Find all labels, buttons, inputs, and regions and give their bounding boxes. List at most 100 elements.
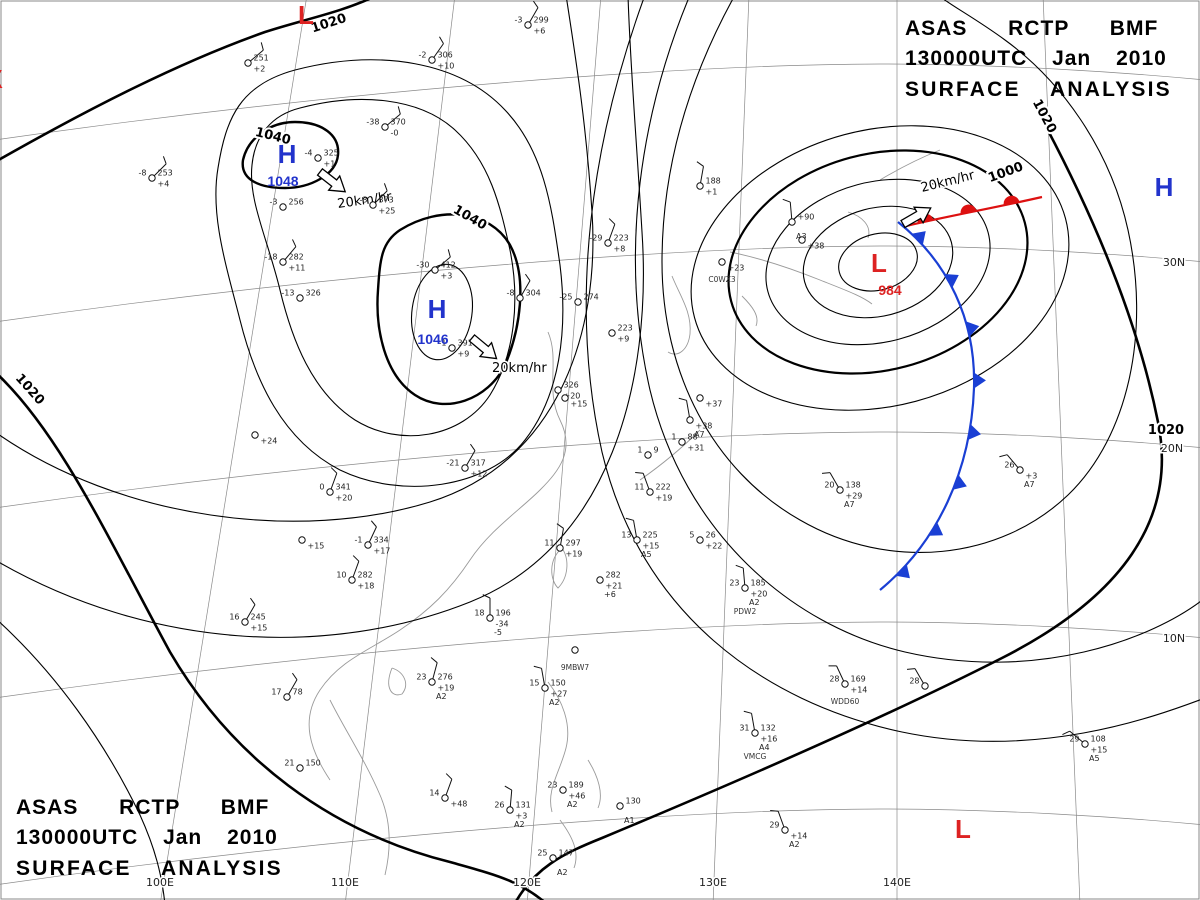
station-plot: -3 299 +6 [515, 0, 549, 36]
station-circle [644, 451, 652, 459]
station-temp: 25 [537, 849, 547, 858]
station-circle [646, 488, 654, 496]
isobar [765, 178, 991, 346]
station-tendency: +31 [688, 444, 705, 453]
station-extra: A2 [789, 840, 800, 849]
longitude-label: 110E [331, 876, 359, 889]
station-plot: -3 373 +25 [360, 183, 395, 216]
wind-barb-tick [352, 555, 360, 562]
station-temp: 31 [739, 724, 749, 733]
station-temp: 14 [429, 789, 439, 798]
coastline [388, 667, 406, 696]
station-circle [604, 239, 612, 247]
station-pressure: 132 [761, 724, 776, 733]
station-temp: 29 [769, 821, 779, 830]
cold-front-triangle [944, 273, 959, 288]
station-tendency: +15 [251, 624, 268, 633]
station-plot: -38 370 -0 [366, 106, 406, 138]
station-temp: -3 [360, 196, 368, 205]
station-pressure: 169 [851, 675, 866, 684]
station-plot: 26 +3A7 [999, 454, 1037, 489]
station-temp: 15 [529, 679, 539, 688]
title-type-line: SURFACE ANALYSIS [905, 77, 1172, 101]
station-temp: -13 [281, 289, 294, 298]
station-tendency: +38 [696, 422, 713, 431]
isobar [690, 125, 1070, 411]
wind-barb-tick [439, 36, 444, 44]
station-extra: A2 [549, 698, 560, 707]
title-datetime-line: 130000UTC Jan 2010 [16, 826, 278, 850]
wind-barb-tick [430, 657, 438, 664]
station-temp: 23 [547, 781, 557, 790]
high-center-symbol: H [1155, 172, 1174, 202]
station-tendency: +6 [534, 27, 546, 36]
station-pressure: 130 [626, 797, 641, 806]
low-center-symbol: L [871, 248, 887, 278]
station-plot: 28 [906, 668, 929, 690]
station-tendency: +2 [254, 65, 266, 74]
station-tendency: +15 [571, 400, 588, 409]
coastline [639, 429, 701, 481]
station-circle [686, 416, 694, 424]
station-temp: -4 [305, 149, 313, 158]
station-temp: -1 [355, 536, 363, 545]
station-plot: -18 282 +11 [264, 239, 306, 273]
station-tendency: +20 [751, 590, 768, 599]
station-pressure: 274 [584, 293, 599, 302]
station-id: VMCG [744, 752, 767, 761]
latitude-line [0, 621, 1200, 698]
station-tendency: +14 [791, 832, 808, 841]
station-pressure: 334 [374, 536, 389, 545]
station-tendency: +23 [728, 264, 745, 273]
station-circle [148, 174, 156, 182]
station-tendency: +21 [606, 582, 623, 591]
station-pressure: 108 [1091, 735, 1106, 744]
isobar [411, 263, 473, 361]
wind-barb-tick [447, 249, 451, 258]
station-pressure: 326 [306, 289, 321, 298]
station-tendency: +11 [289, 264, 306, 273]
low-center-symbol: L [955, 814, 971, 844]
wind-barb-tick [608, 218, 616, 225]
longitude-line [345, 0, 455, 900]
station-pressure: 196 [496, 609, 511, 618]
title-agency-line: ASAS RCTP BMF [16, 796, 270, 819]
station-plot: +24 [251, 431, 277, 446]
station-plot: 11 222 +19 [634, 472, 673, 503]
station-tendency: +16 [761, 735, 778, 744]
station-pressure: 185 [751, 579, 766, 588]
coastline [329, 699, 390, 876]
station-tendency: +1 [324, 160, 336, 169]
longitude-line [527, 0, 601, 900]
latitude-label: 30N [1163, 256, 1185, 269]
wind-barb-tick [999, 454, 1008, 458]
latitude-line [0, 431, 1200, 508]
station-extra: +6 [604, 590, 616, 599]
station-temp: -30 [416, 261, 429, 270]
station-circle [381, 123, 389, 131]
station-circle [921, 682, 929, 690]
system-motion-arrow [316, 167, 347, 193]
station-pressure: 412 [441, 261, 456, 270]
station-circle [696, 536, 704, 544]
station-tendency: -34 [496, 620, 509, 629]
high-center-symbol: H [428, 294, 447, 324]
station-circle [561, 394, 569, 402]
station-tendency: +1 [706, 188, 718, 197]
isobar [585, 0, 1200, 742]
latitude-line [0, 63, 1200, 140]
station-extra: A2 [557, 868, 568, 877]
longitude-label: 100E [146, 876, 174, 889]
station-circle [549, 854, 557, 862]
station-tendency: +19 [656, 494, 673, 503]
station-pressure: 188 [706, 177, 721, 186]
station-pressure: 9 [654, 446, 659, 455]
station-pressure: 147 [559, 849, 574, 858]
wind-barb-tick [906, 668, 916, 670]
